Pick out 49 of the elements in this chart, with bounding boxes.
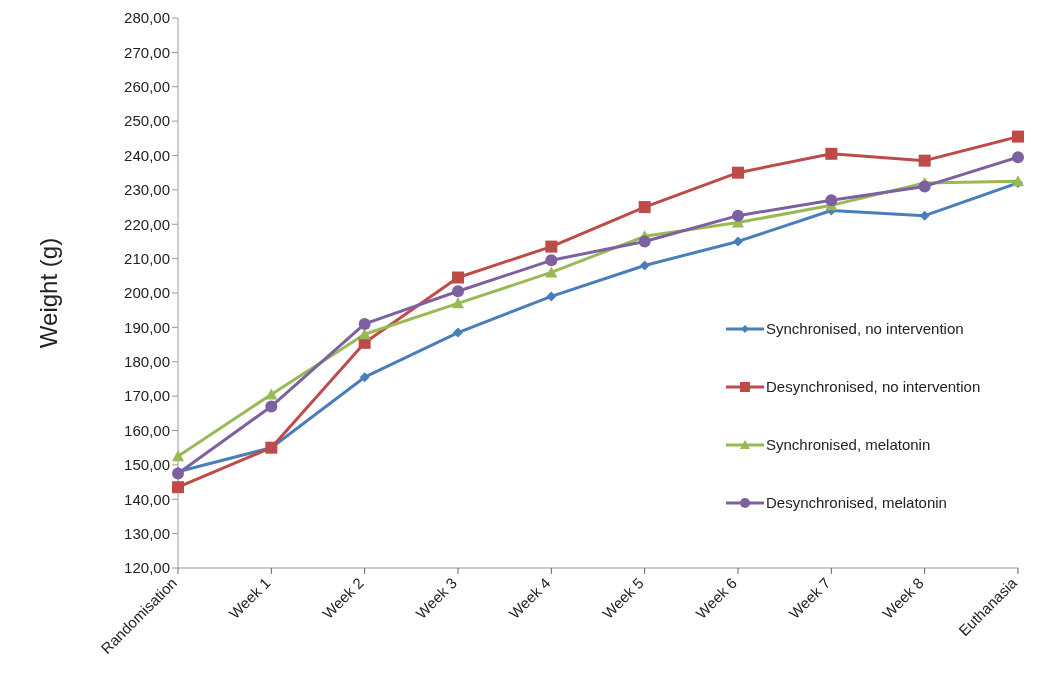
point <box>453 327 463 338</box>
point <box>638 235 651 248</box>
point <box>545 240 558 253</box>
point <box>545 266 558 278</box>
y-tick-label: 160,00 <box>124 421 170 439</box>
y-tick-label: 230,00 <box>124 181 170 199</box>
point <box>732 166 744 179</box>
y-tick-label: 280,00 <box>124 9 170 27</box>
point <box>1012 130 1024 143</box>
legend-label: Desynchronised, no intervention <box>766 378 981 395</box>
point <box>546 291 557 302</box>
point <box>265 388 278 400</box>
point <box>1012 151 1024 164</box>
legend-label: Synchronised, melatonin <box>766 436 931 453</box>
point <box>918 154 931 167</box>
y-axis-title: Weight (g) <box>34 237 62 349</box>
y-tick-label: 250,00 <box>124 112 170 130</box>
y-tick-label: 190,00 <box>124 318 170 336</box>
y-tick-label: 140,00 <box>124 490 170 508</box>
point <box>638 201 651 214</box>
point <box>452 285 464 298</box>
legend-label: Synchronised, no intervention <box>766 320 964 337</box>
point <box>639 260 650 271</box>
y-tick-label: 130,00 <box>124 524 170 542</box>
point <box>265 400 278 413</box>
y-tick-label: 220,00 <box>124 215 170 233</box>
y-tick-label: 240,00 <box>124 146 170 164</box>
point <box>918 180 931 193</box>
legend-label: Desynchronised, melatonin <box>766 494 947 511</box>
point <box>172 450 184 462</box>
point <box>452 271 464 284</box>
point <box>545 254 558 267</box>
point <box>825 147 838 160</box>
y-tick-label: 210,00 <box>124 249 170 267</box>
y-tick-label: 270,00 <box>124 43 170 61</box>
point <box>359 372 370 383</box>
point <box>733 236 743 247</box>
y-tick-label: 170,00 <box>124 387 170 405</box>
y-tick-label: 200,00 <box>124 284 170 302</box>
y-tick-label: 150,00 <box>124 456 170 474</box>
point <box>172 481 184 494</box>
point <box>825 194 838 207</box>
point <box>732 209 744 222</box>
point <box>358 317 371 330</box>
y-tick-label: 120,00 <box>124 559 170 577</box>
y-tick-label: 180,00 <box>124 353 170 371</box>
y-tick-label: 260,00 <box>124 78 170 96</box>
point <box>452 297 464 309</box>
point <box>358 328 371 340</box>
